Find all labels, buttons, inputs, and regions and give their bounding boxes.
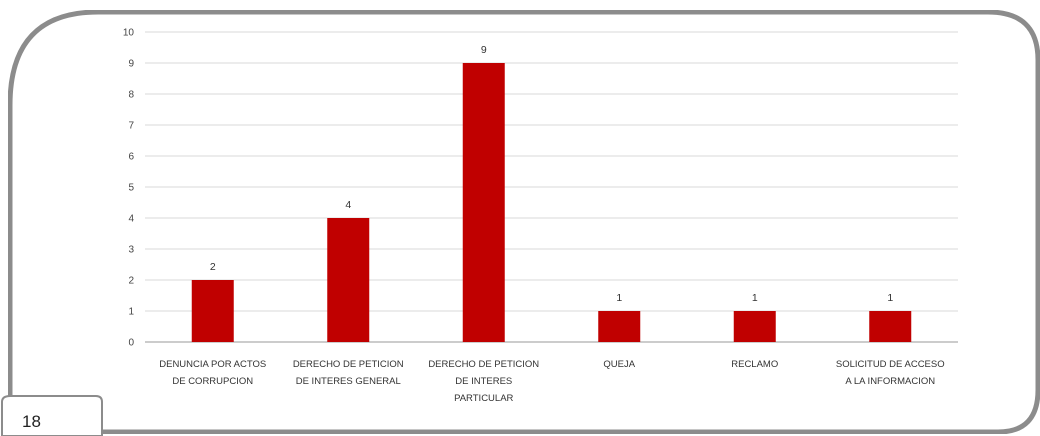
x-category-label: SOLICITUD DE ACCESO A LA INFORMACION bbox=[836, 359, 945, 387]
y-tick-label: 10 bbox=[123, 28, 135, 39]
bar bbox=[327, 218, 370, 342]
x-category-label: QUEJA bbox=[603, 359, 635, 370]
y-tick-label: 6 bbox=[128, 152, 134, 163]
x-category-label: DENUNCIA POR ACTOS DE CORRUPCION bbox=[159, 359, 266, 387]
data-labels: 2 4 9 1 1 1 bbox=[210, 44, 894, 304]
x-category-label: DERECHO DE PETICION DE INTERES GENERAL bbox=[293, 359, 404, 387]
x-category-line: DERECHO DE PETICION bbox=[428, 359, 539, 370]
x-category-line: PARTICULAR bbox=[454, 393, 513, 404]
x-category-label: RECLAMO bbox=[731, 359, 778, 370]
data-label: 4 bbox=[345, 199, 351, 211]
y-tick-label: 3 bbox=[128, 245, 134, 256]
x-category-line: DERECHO DE PETICION bbox=[293, 359, 404, 370]
x-category-line: DE INTERES GENERAL bbox=[296, 376, 401, 387]
data-label: 1 bbox=[616, 292, 622, 304]
bar bbox=[462, 63, 505, 342]
x-category-line: SOLICITUD DE ACCESO bbox=[836, 359, 945, 370]
bars bbox=[191, 63, 912, 342]
data-label: 1 bbox=[752, 292, 758, 304]
page-number: 18 bbox=[22, 412, 41, 431]
x-category-line: DE INTERES bbox=[455, 376, 512, 387]
y-tick-label: 4 bbox=[128, 214, 134, 225]
x-category-line: QUEJA bbox=[603, 359, 635, 370]
y-tick-label: 9 bbox=[128, 59, 134, 70]
bar bbox=[733, 311, 776, 342]
data-label: 1 bbox=[887, 292, 893, 304]
bar bbox=[598, 311, 641, 342]
y-tick-label: 7 bbox=[128, 121, 134, 132]
x-category-line: DENUNCIA POR ACTOS bbox=[159, 359, 266, 370]
y-tick-label: 5 bbox=[128, 183, 134, 194]
y-tick-label: 2 bbox=[128, 276, 134, 287]
data-label: 9 bbox=[481, 44, 487, 56]
x-category-line: A LA INFORMACION bbox=[845, 376, 935, 387]
x-category-label: DERECHO DE PETICION DE INTERES PARTICULAR bbox=[428, 359, 539, 404]
y-tick-label: 1 bbox=[128, 307, 134, 318]
y-tick-label: 8 bbox=[128, 90, 134, 101]
data-label: 2 bbox=[210, 261, 216, 273]
x-category-line: DE CORRUPCION bbox=[172, 376, 253, 387]
page-number-tab bbox=[1, 395, 103, 436]
x-category-line: RECLAMO bbox=[731, 359, 778, 370]
bar bbox=[191, 280, 234, 342]
bar bbox=[869, 311, 912, 342]
gridlines bbox=[145, 31, 958, 343]
y-axis-ticks: 0 1 2 3 4 5 6 7 8 9 10 bbox=[123, 28, 135, 349]
y-tick-label: 0 bbox=[128, 338, 134, 349]
x-axis-categories: DENUNCIA POR ACTOS DE CORRUPCION DERECHO D… bbox=[159, 359, 944, 404]
